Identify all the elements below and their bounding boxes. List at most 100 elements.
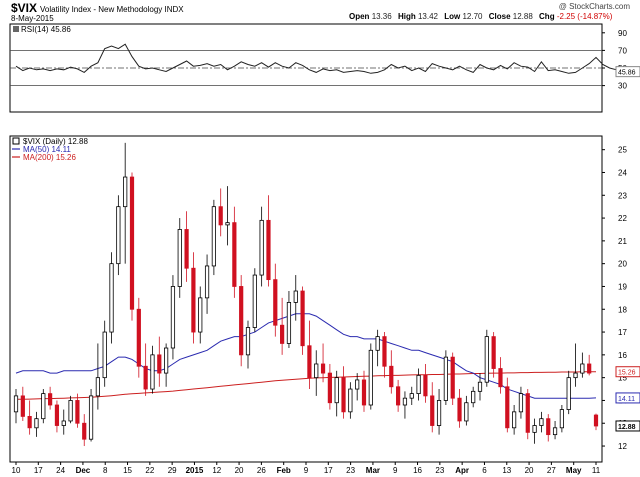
price-badge-box xyxy=(615,366,640,378)
candle-body xyxy=(498,368,503,388)
price-xtick-label: 27 xyxy=(547,466,556,475)
price-ytick-label: 22 xyxy=(618,214,627,223)
candle-body xyxy=(41,393,46,420)
candle-body xyxy=(164,347,169,374)
candle-body xyxy=(430,395,435,426)
price-xtick-label: 22 xyxy=(145,466,154,475)
rsi-last-badge-box xyxy=(615,66,640,78)
candle-body xyxy=(82,422,87,440)
candle-body xyxy=(273,279,278,326)
candle-body xyxy=(259,219,264,276)
price-badge: 14.11 xyxy=(618,396,635,403)
close-label: Close xyxy=(488,12,511,21)
candle-body xyxy=(382,336,387,367)
low-label: Low xyxy=(444,12,461,21)
candle-body xyxy=(423,374,428,397)
candle-body xyxy=(334,377,339,404)
candle-body xyxy=(129,176,135,310)
candle-body xyxy=(443,356,448,401)
candle-body xyxy=(361,379,367,406)
price-ytick-label: 20 xyxy=(618,260,627,269)
candle-body xyxy=(348,388,353,413)
price-panel-frame xyxy=(9,135,603,463)
candle-body xyxy=(546,418,551,436)
close-value: 12.88 xyxy=(512,12,533,21)
price-xtick-label: Feb xyxy=(277,466,291,475)
candle-body xyxy=(252,274,257,328)
price-xtick-label: 20 xyxy=(235,466,244,475)
low-value: 12.70 xyxy=(462,12,483,21)
price-xtick-label: Apr xyxy=(455,466,469,475)
candle-body xyxy=(27,416,32,429)
candle-body xyxy=(396,386,401,406)
price-badge: 15.26 xyxy=(618,370,636,377)
candle-body xyxy=(286,302,292,344)
price-ytick-label: 21 xyxy=(618,237,627,246)
candle-body xyxy=(573,372,578,379)
price-xtick-label: 9 xyxy=(393,466,398,475)
price-xtick-label: 26 xyxy=(257,466,266,475)
candle-body xyxy=(157,354,162,374)
candle-body xyxy=(280,324,285,344)
price-xtick-label: May xyxy=(566,466,582,475)
high-label: High xyxy=(397,12,416,21)
price-xtick-label: 20 xyxy=(525,466,534,475)
candle-body xyxy=(54,404,60,426)
candle-body xyxy=(245,327,251,356)
candle-body xyxy=(123,176,128,208)
candle-body xyxy=(177,229,182,287)
candle-body xyxy=(102,331,107,379)
candle-body xyxy=(34,418,39,429)
price-badge: 12.88 xyxy=(618,424,636,431)
price-ytick-label: 18 xyxy=(618,305,627,314)
price-xtick-label: 29 xyxy=(168,466,177,475)
candle-body xyxy=(525,393,530,433)
candle-body xyxy=(170,286,176,349)
candle-body xyxy=(552,427,558,436)
candle-body xyxy=(184,229,189,269)
candle-body xyxy=(566,377,571,410)
candle-body xyxy=(225,222,230,226)
quote-summary: Open 13.36 High 13.42 Low 12.70 Close 12… xyxy=(345,12,612,21)
rsi-last-badge: 45.86 xyxy=(618,70,636,77)
candle-body xyxy=(416,374,421,395)
watermark: @ StockCharts.com xyxy=(558,2,630,11)
rsi-line xyxy=(15,43,624,74)
candle-body xyxy=(293,290,298,303)
candle-body xyxy=(136,308,141,367)
candle-body xyxy=(320,363,326,374)
rsi-ytick-label: 90 xyxy=(618,29,627,38)
price-ytick-label: 25 xyxy=(618,146,627,155)
candle-body xyxy=(204,265,210,299)
candle-body xyxy=(143,365,148,390)
price-xtick-label: 23 xyxy=(435,466,444,475)
candle-body xyxy=(355,379,360,390)
candle-body xyxy=(518,393,524,413)
candle-body xyxy=(368,349,373,406)
candle-body xyxy=(593,414,599,427)
price-xtick-label: 12 xyxy=(212,466,221,475)
candle-body xyxy=(464,402,469,422)
symbol-description: Volatility Index - New Methodology INDX xyxy=(40,5,184,14)
candle-body xyxy=(13,395,19,413)
price-xtick-label: 10 xyxy=(12,466,21,475)
quote-date: 8-May-2015 xyxy=(11,14,54,23)
price-xtick-label: 15 xyxy=(123,466,132,475)
symbol-title: $VIX Volatility Index - New Methodology I… xyxy=(11,1,184,15)
candle-body xyxy=(68,400,73,422)
price-xtick-label: 8 xyxy=(103,466,108,475)
candle-body xyxy=(375,336,380,351)
candle-body xyxy=(211,206,216,267)
candle-body xyxy=(559,409,564,429)
candle-body xyxy=(109,263,114,333)
candle-body xyxy=(580,363,585,374)
price-xtick-label: 6 xyxy=(482,466,487,475)
price-ytick-label: 19 xyxy=(618,282,627,291)
price-legend-label: MA(200) 15.26 xyxy=(23,153,76,162)
rsi-legend-swatch xyxy=(13,26,19,32)
candle-body xyxy=(436,400,442,426)
candle-body xyxy=(450,356,455,399)
chg-value: -2.25 (-14.87%) xyxy=(556,12,613,21)
price-xtick-label: 23 xyxy=(346,466,355,475)
